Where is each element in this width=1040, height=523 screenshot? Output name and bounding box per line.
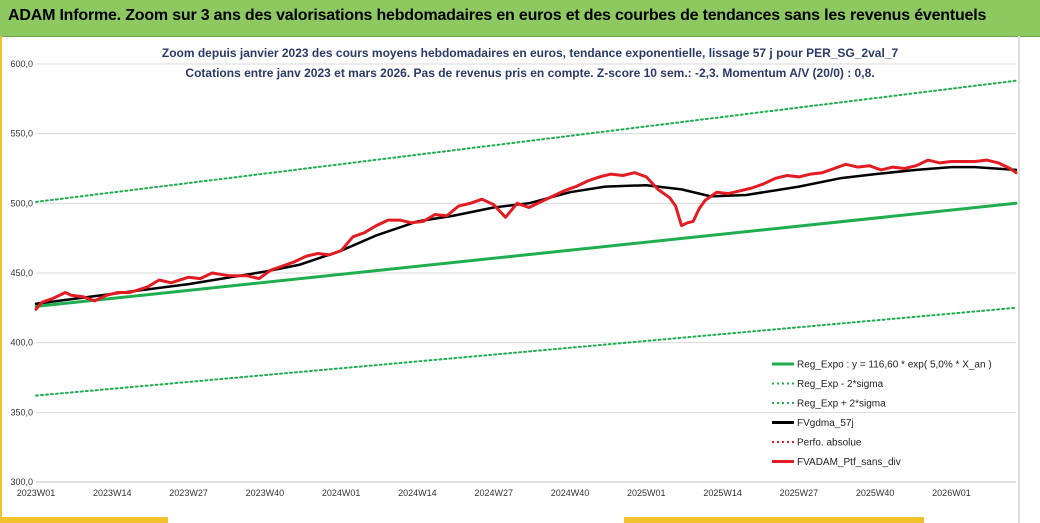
y-axis-ticks: 600,0 550,0 500,0 450,0 400,0 350,0 300,0: [10, 59, 33, 487]
series-line-lower: [35, 306, 1017, 397]
x-tick-label: 2024W40: [551, 488, 590, 498]
frame-bottom-border: [0, 517, 168, 523]
chart-subtitle-line1: Zoom depuis janvier 2023 des cours moyen…: [161, 46, 899, 60]
legend-label: FVgdma_57j: [797, 418, 854, 429]
chart-series: [34, 79, 1018, 397]
x-tick-label: 2024W14: [398, 488, 437, 498]
series-line-upper: [35, 79, 1017, 203]
y-tick-label: 300,0: [10, 477, 33, 487]
x-tick-label: 2025W40: [856, 488, 895, 498]
x-tick-label: 2024W27: [474, 488, 513, 498]
series-line-reg: [34, 201, 1018, 308]
x-tick-label: 2023W01: [17, 488, 56, 498]
y-tick-label: 500,0: [10, 198, 33, 208]
y-tick-label: 600,0: [10, 59, 33, 69]
frame-bottom-border-right: [624, 517, 924, 523]
legend-label: FVADAM_Ptf_sans_div: [797, 457, 901, 468]
x-tick-label: 2025W27: [780, 488, 819, 498]
y-tick-label: 450,0: [10, 268, 33, 278]
x-tick-label: 2023W40: [246, 488, 285, 498]
page-title: ADAM Informe. Zoom sur 3 ans des valoris…: [8, 7, 987, 24]
x-tick-label: 2023W14: [93, 488, 132, 498]
x-tick-label: 2023W27: [169, 488, 208, 498]
legend-label: Perfo. absolue: [797, 438, 862, 449]
frame-left-border: [0, 36, 2, 523]
series-line-smooth: [34, 165, 1018, 305]
chart-legend: Reg_Expo : y = 116,60 * exp( 5,0% * X_an…: [772, 360, 992, 468]
frame-right-border: [1018, 36, 1020, 523]
chart-subtitle-line2: Cotations entre janv 2023 et mars 2026. …: [185, 66, 875, 80]
x-tick-label: 2025W14: [703, 488, 742, 498]
series-line-ptf: [34, 158, 1018, 311]
x-tick-label: 2025W01: [627, 488, 666, 498]
x-axis-ticks: 2023W01 2023W14 2023W27 2023W40 2024W01 2024W…: [17, 488, 971, 498]
x-tick-label: 2024W01: [322, 488, 361, 498]
legend-label: Reg_Exp + 2*sigma: [797, 399, 886, 410]
x-tick-label: 2026W01: [932, 488, 971, 498]
y-tick-label: 550,0: [10, 129, 33, 139]
title-banner: ADAM Informe. Zoom sur 3 ans des valoris…: [0, 0, 1040, 37]
y-tick-label: 400,0: [10, 338, 33, 348]
chart-gridlines: [36, 63, 1016, 483]
legend-label: Reg_Exp - 2*sigma: [797, 379, 884, 390]
legend-label: Reg_Expo : y = 116,60 * exp( 5,0% * X_an…: [797, 360, 992, 371]
y-tick-label: 350,0: [10, 407, 33, 417]
